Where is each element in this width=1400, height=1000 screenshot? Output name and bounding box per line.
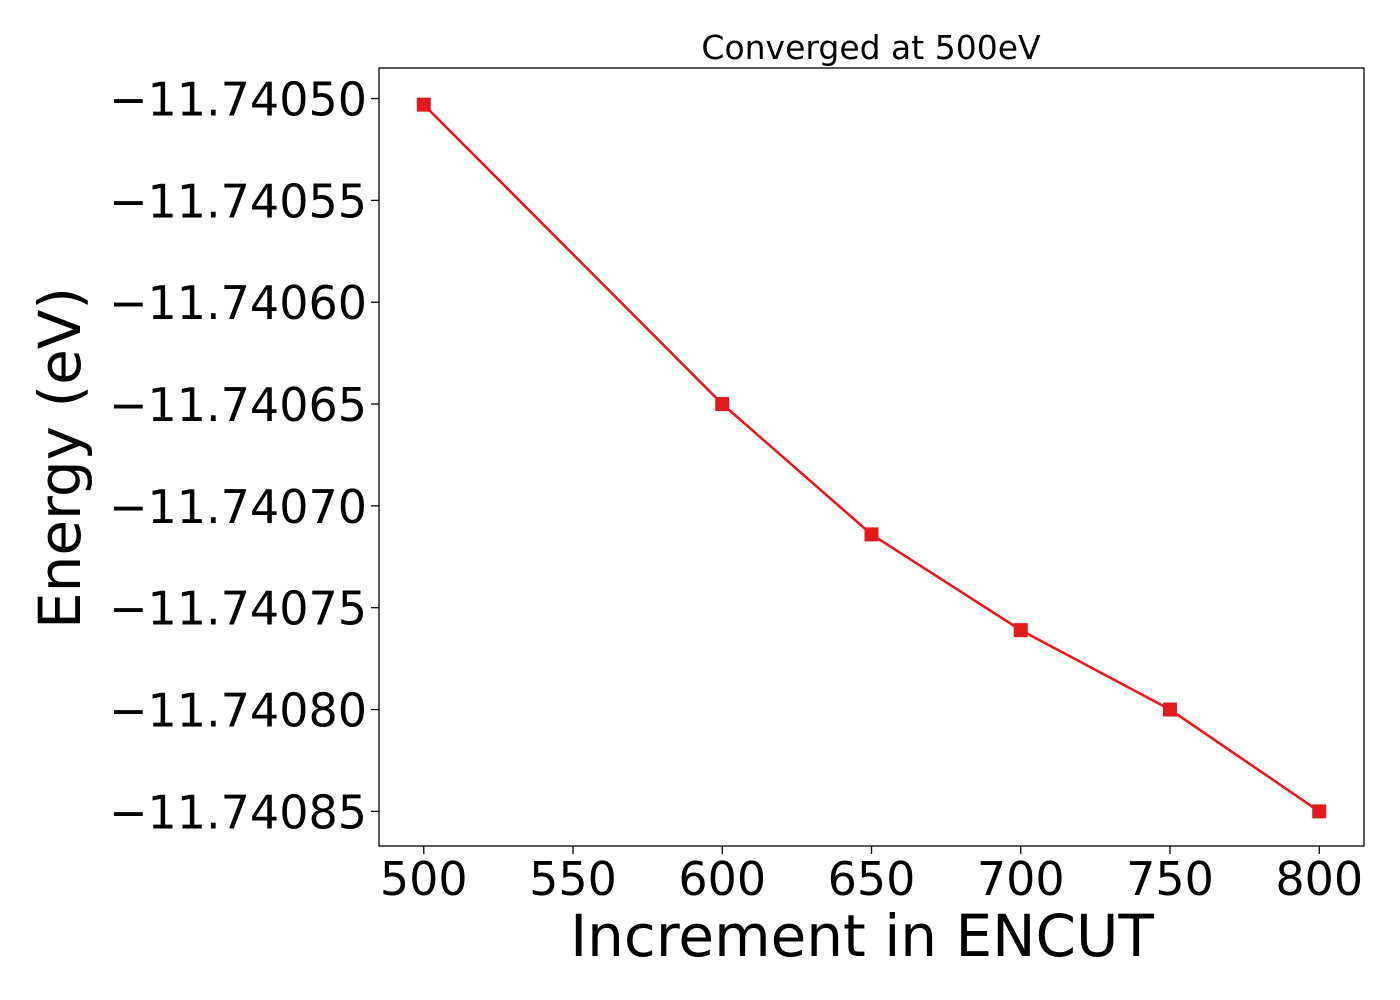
y-tick-label: −11.74080 [109,684,367,738]
chart-title: Converged at 500eV [701,28,1041,67]
data-point-marker [1312,804,1327,819]
data-point-marker [1013,623,1028,638]
y-tick-label: −11.74050 [109,73,367,127]
data-point-marker [864,527,879,542]
x-tick-label: 700 [977,852,1065,906]
y-axis-ticks: −11.74050 −11.74055 −11.74060 −11.74065 −11.… [109,73,379,839]
x-tick-label: 750 [1126,852,1214,906]
data-point-marker [715,397,730,412]
data-point-marker [1162,702,1177,717]
y-tick-label: −11.74055 [109,174,367,228]
y-axis-label: Energy (eV) [26,287,94,629]
y-tick-label: −11.74075 [109,582,367,636]
y-tick-label: −11.74065 [109,378,367,432]
y-tick-label: −11.74085 [109,785,367,839]
x-axis-label: Increment in ENCUT [570,902,1154,970]
x-tick-label: 650 [828,852,916,906]
data-point-marker [416,97,431,112]
x-axis-ticks: 500 550 600 650 700 750 800 [380,846,1363,906]
x-tick-label: 600 [678,852,766,906]
x-tick-label: 800 [1275,852,1363,906]
x-tick-label: 500 [380,852,468,906]
x-tick-label: 550 [529,852,617,906]
y-tick-label: −11.74060 [109,276,367,330]
y-tick-label: −11.74070 [109,480,367,534]
series-line [422,103,1320,813]
